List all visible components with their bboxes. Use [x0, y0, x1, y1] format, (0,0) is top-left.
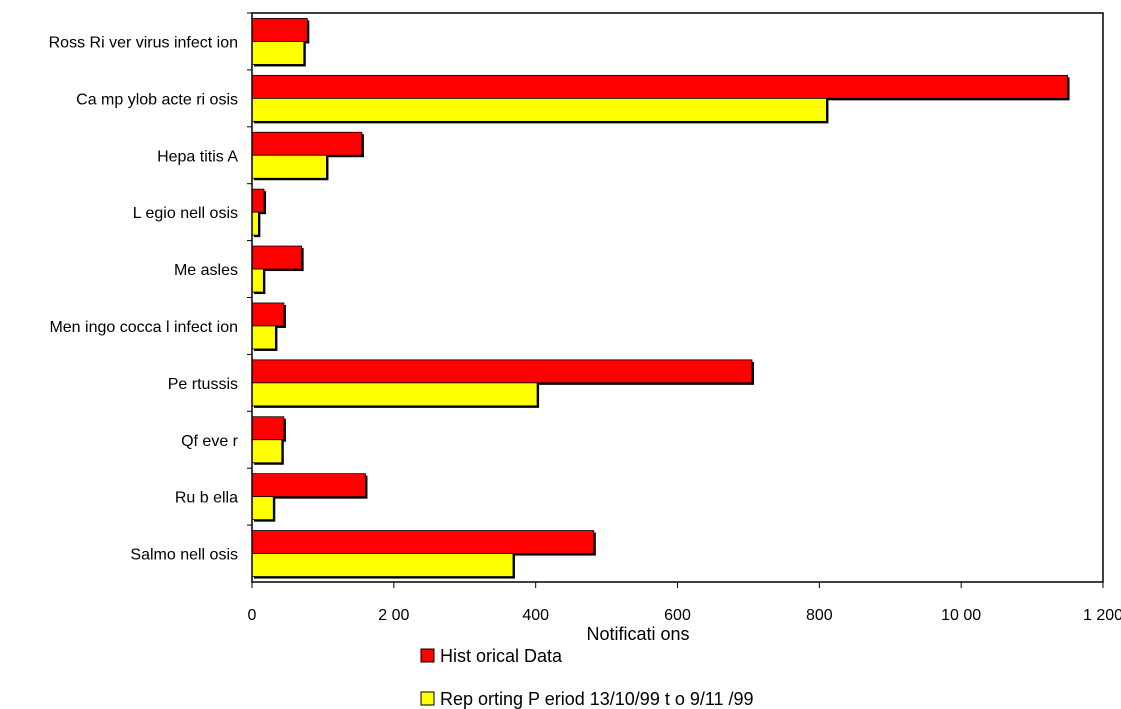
axis-layer: Ross Ri ver virus infect ion Ca mp ylob a… — [49, 12, 1121, 624]
bar — [251, 154, 327, 179]
bar — [251, 302, 285, 327]
bar — [251, 530, 595, 554]
bar — [251, 439, 283, 464]
x-tick-label: 1 200 — [1083, 607, 1121, 624]
bar — [251, 416, 285, 441]
category-label: Ru b ella — [175, 490, 238, 507]
legend-label-historical: Hist orical Data — [440, 646, 563, 666]
x-tick-label: 600 — [664, 607, 691, 624]
category-label: L egio nell osis — [133, 205, 238, 222]
x-axis-title: Notificati ons — [586, 624, 689, 644]
bar — [251, 41, 305, 65]
bar — [251, 325, 276, 350]
bar — [251, 131, 363, 156]
bar — [251, 382, 538, 407]
bar — [251, 97, 827, 122]
bar — [251, 188, 265, 213]
category-label: Men ingo cocca l infect ion — [49, 319, 238, 336]
x-tick-label: 400 — [522, 607, 549, 624]
bars-layer — [251, 18, 1070, 579]
category-label: Me asles — [174, 262, 238, 279]
x-tick-label: 800 — [806, 607, 833, 624]
bar — [251, 18, 308, 42]
bar — [251, 245, 303, 270]
bar — [251, 211, 259, 236]
x-tick-label: 10 00 — [941, 607, 981, 624]
bar — [251, 473, 366, 498]
category-label: Ross Ri ver virus infect ion — [49, 34, 238, 51]
bar — [251, 553, 514, 577]
x-tick-label: 2 00 — [378, 607, 409, 624]
category-label: Pe rtussis — [168, 376, 238, 393]
legend: Hist orical Data Rep orting P eriod 13/1… — [420, 646, 754, 709]
category-label: Ca mp ylob acte ri osis — [76, 91, 238, 108]
x-tick-label: 0 — [248, 607, 257, 624]
bar — [251, 268, 264, 293]
category-label: Qf eve r — [181, 433, 239, 450]
bar — [251, 496, 274, 521]
legend-swatch-reporting — [420, 691, 435, 706]
category-label: Hepa titis A — [157, 148, 238, 165]
legend-label-reporting: Rep orting P eriod 13/10/99 t o 9/11 /99 — [440, 689, 754, 709]
category-label: Salmo nell osis — [130, 547, 238, 564]
bar — [251, 359, 753, 384]
bar — [251, 74, 1068, 99]
legend-swatch-historical — [420, 648, 435, 663]
